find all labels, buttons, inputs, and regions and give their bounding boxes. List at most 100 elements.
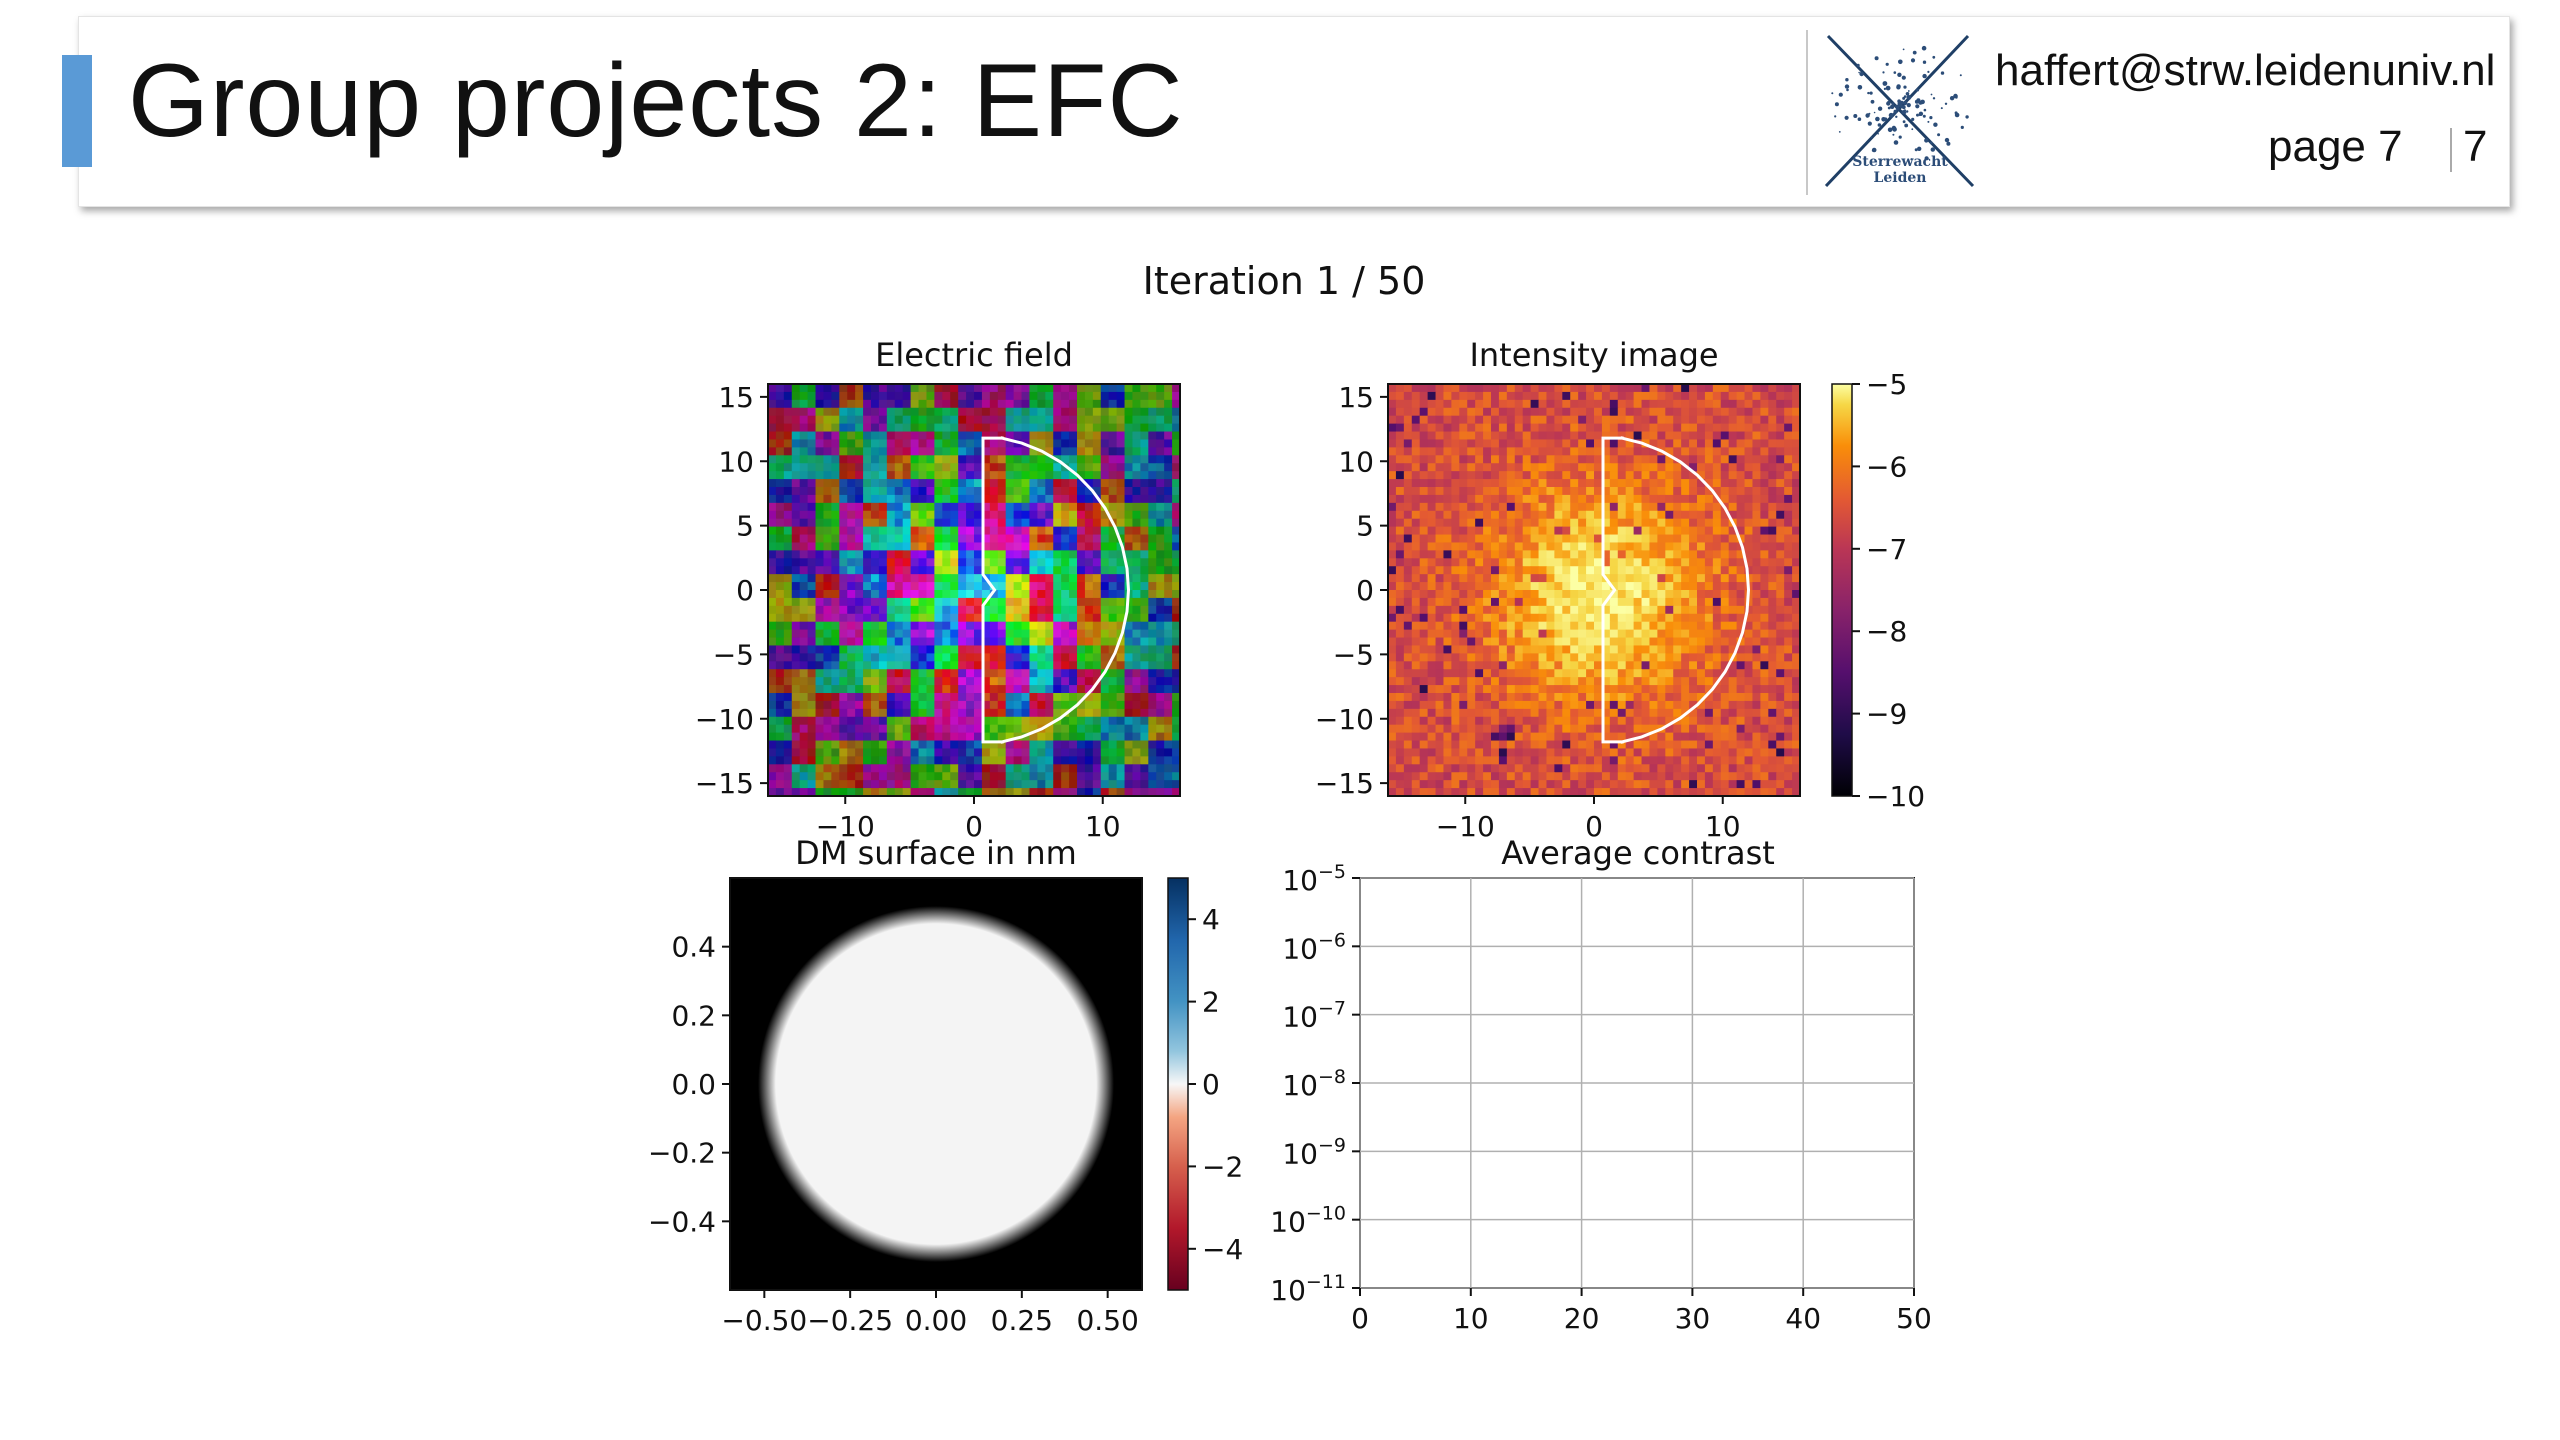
logo-star bbox=[1868, 112, 1871, 115]
electric-field-dark-hole-outline bbox=[981, 436, 1131, 744]
x-tick-label: 10 bbox=[1453, 1302, 1489, 1335]
logo-star bbox=[1903, 85, 1907, 89]
page-separator bbox=[2450, 128, 2452, 172]
x-tick-label: −0.25 bbox=[807, 1304, 893, 1337]
logo-text-line2: Leiden bbox=[1874, 170, 1927, 186]
y-tick-label: 10 bbox=[718, 445, 754, 478]
dm-colorbar bbox=[1167, 877, 1189, 1291]
page-number: 7 bbox=[2463, 122, 2488, 171]
logo-star bbox=[1903, 109, 1907, 112]
logo-star bbox=[1885, 62, 1889, 66]
logo-star bbox=[1867, 91, 1870, 95]
y-tick-label: 10−7 bbox=[1282, 998, 1346, 1034]
y-tick-label: −5 bbox=[1333, 638, 1374, 671]
logo-star bbox=[1896, 84, 1901, 89]
electric-field-panel: Electric field −10 0 10 15 10 5 0 −5 −10 −15 bbox=[695, 336, 1181, 843]
colorbar-tick-label: −5 bbox=[1866, 368, 1907, 401]
logo-star bbox=[1932, 55, 1936, 59]
logo-text-line1: Sterrewacht bbox=[1852, 154, 1948, 170]
logo-star bbox=[1834, 102, 1839, 107]
logo-star bbox=[1882, 81, 1888, 86]
logo-star bbox=[1922, 114, 1926, 118]
y-tick-label: 0.0 bbox=[671, 1068, 716, 1101]
logo-star bbox=[1921, 45, 1927, 51]
logo-star bbox=[1903, 100, 1908, 106]
slide-title: Group projects 2: EFC bbox=[128, 43, 1184, 159]
logo-star bbox=[1857, 85, 1863, 90]
logo-star bbox=[1914, 99, 1919, 104]
logo-star bbox=[1916, 113, 1919, 117]
logo-star bbox=[1920, 99, 1925, 105]
electric-field-image bbox=[768, 384, 1181, 797]
logo-star bbox=[1874, 56, 1879, 61]
logo-star bbox=[1893, 71, 1897, 74]
y-tick-label: −0.4 bbox=[648, 1205, 716, 1238]
logo-star bbox=[1859, 71, 1864, 77]
colorbar-tick-label: 0 bbox=[1202, 1068, 1220, 1101]
logo-star bbox=[1898, 59, 1903, 65]
electric-field-axes: −10 0 10 15 10 5 0 −5 −10 −15 bbox=[695, 381, 1121, 843]
logo-star bbox=[1834, 115, 1837, 118]
colorbar-tick-label: −10 bbox=[1866, 780, 1925, 813]
logo-star bbox=[1893, 109, 1898, 114]
y-tick-label: −15 bbox=[1315, 767, 1374, 800]
logo-star bbox=[1927, 70, 1930, 73]
average-contrast-axes: 0 10 20 30 40 50 10−5 10−6 10−7 10−8 10−9 10−10 10−1… bbox=[1270, 861, 1932, 1335]
logo-star bbox=[1885, 85, 1891, 91]
colorbar-tick-label: −4 bbox=[1202, 1233, 1243, 1266]
logo-star bbox=[1865, 114, 1869, 118]
logo-star bbox=[1853, 114, 1858, 118]
logo-star bbox=[1940, 107, 1943, 110]
x-tick-label: 0 bbox=[965, 810, 983, 843]
intensity-colorbar-ticks: −5 −6 −7 −8 −9 −10 bbox=[1852, 368, 1925, 813]
logo-star bbox=[1901, 105, 1906, 110]
intensity-axes: −10 0 10 15 10 5 0 −5 −10 −15 bbox=[1315, 381, 1741, 843]
intensity-image bbox=[1388, 384, 1801, 797]
y-tick-label: 15 bbox=[1338, 381, 1374, 414]
logo-star bbox=[1912, 50, 1917, 55]
y-tick-label: 0 bbox=[736, 574, 754, 607]
logo-star bbox=[1887, 100, 1891, 104]
dm-surface-axes: −0.50 −0.25 0.00 0.25 0.50 0.4 0.2 0.0 −0.2 −0.4 bbox=[648, 931, 1139, 1337]
logo-star bbox=[1844, 115, 1849, 120]
intensity-colorbar bbox=[1831, 383, 1853, 797]
x-tick-label: 20 bbox=[1564, 1302, 1600, 1335]
y-tick-label: 0.2 bbox=[671, 999, 716, 1032]
logo-star bbox=[1877, 106, 1883, 111]
logo-star bbox=[1890, 104, 1895, 110]
x-tick-label: 0.50 bbox=[1076, 1304, 1138, 1337]
x-tick-label: 30 bbox=[1675, 1302, 1711, 1335]
logo-star bbox=[1883, 117, 1888, 121]
logo-star bbox=[1856, 63, 1860, 67]
electric-field-title: Electric field bbox=[875, 336, 1073, 374]
x-tick-label: 50 bbox=[1896, 1302, 1932, 1335]
colorbar-tick-label: 2 bbox=[1202, 986, 1220, 1019]
author-email: haffert@strw.leidenuniv.nl bbox=[1995, 46, 2496, 95]
logo-star bbox=[1897, 101, 1901, 105]
logo-star bbox=[1857, 117, 1862, 121]
logo-star bbox=[1887, 106, 1891, 110]
page-label: page 7 bbox=[2268, 122, 2403, 171]
logo-star bbox=[1897, 72, 1902, 77]
y-tick-label: −10 bbox=[695, 703, 754, 736]
intensity-title: Intensity image bbox=[1469, 336, 1718, 374]
x-tick-label: 0 bbox=[1351, 1302, 1369, 1335]
logo-star bbox=[1898, 135, 1902, 139]
x-tick-label: 10 bbox=[1085, 810, 1121, 843]
x-tick-label: −10 bbox=[1436, 810, 1495, 843]
logo-star bbox=[1932, 97, 1936, 100]
title-accent-bar bbox=[62, 55, 92, 167]
dm-pupil bbox=[758, 906, 1114, 1262]
logo-star bbox=[1870, 136, 1873, 139]
y-tick-label: 0.4 bbox=[671, 931, 716, 964]
logo-star bbox=[1917, 146, 1922, 151]
logo-star bbox=[1887, 127, 1893, 133]
logo-star bbox=[1877, 133, 1879, 135]
logo-star bbox=[1907, 90, 1910, 92]
logo-star bbox=[1944, 137, 1950, 143]
dm-surface-title: DM surface in nm bbox=[795, 834, 1077, 872]
logo-star bbox=[1924, 138, 1929, 143]
colorbar-tick-label: −7 bbox=[1866, 533, 1907, 566]
logo-star bbox=[1906, 103, 1911, 108]
